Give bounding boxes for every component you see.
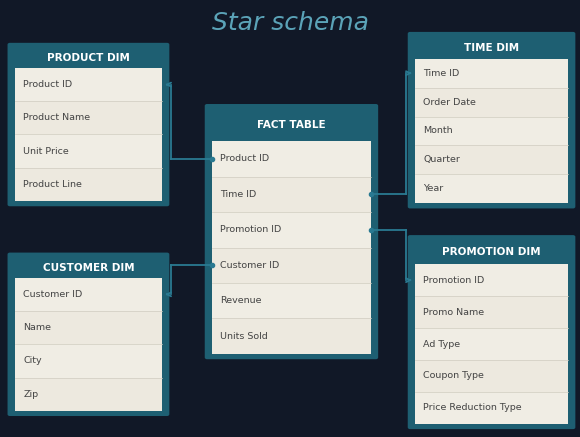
FancyBboxPatch shape [415, 174, 568, 203]
Text: Product ID: Product ID [220, 154, 270, 163]
Text: Year: Year [423, 184, 444, 193]
FancyBboxPatch shape [415, 117, 568, 146]
Text: CUSTOMER DIM: CUSTOMER DIM [43, 263, 134, 273]
FancyBboxPatch shape [212, 109, 371, 141]
FancyBboxPatch shape [415, 59, 568, 203]
Text: Product Name: Product Name [23, 113, 90, 122]
Text: Time ID: Time ID [220, 190, 256, 199]
Text: Name: Name [23, 323, 51, 332]
FancyBboxPatch shape [415, 360, 568, 392]
FancyBboxPatch shape [415, 37, 568, 59]
FancyBboxPatch shape [14, 278, 162, 311]
Text: Order Date: Order Date [423, 97, 476, 107]
Text: Customer ID: Customer ID [220, 261, 280, 270]
FancyBboxPatch shape [14, 135, 162, 168]
FancyBboxPatch shape [14, 378, 162, 411]
FancyBboxPatch shape [212, 283, 371, 319]
FancyBboxPatch shape [212, 177, 371, 212]
Text: Product ID: Product ID [23, 80, 72, 89]
Text: FACT TABLE: FACT TABLE [257, 120, 326, 130]
Text: Revenue: Revenue [220, 296, 262, 305]
Text: City: City [23, 357, 42, 365]
FancyBboxPatch shape [408, 32, 575, 208]
FancyBboxPatch shape [212, 212, 371, 247]
Text: Customer ID: Customer ID [23, 290, 82, 299]
FancyBboxPatch shape [212, 247, 371, 283]
FancyBboxPatch shape [8, 253, 169, 416]
FancyBboxPatch shape [408, 235, 575, 429]
Text: Coupon Type: Coupon Type [423, 371, 484, 381]
FancyBboxPatch shape [14, 311, 162, 344]
FancyBboxPatch shape [8, 43, 169, 206]
Text: Star schema: Star schema [212, 11, 368, 35]
Text: Zip: Zip [23, 390, 38, 399]
FancyBboxPatch shape [14, 68, 162, 101]
FancyBboxPatch shape [415, 264, 568, 424]
FancyBboxPatch shape [14, 278, 162, 411]
Text: TIME DIM: TIME DIM [464, 43, 519, 53]
FancyBboxPatch shape [415, 88, 568, 117]
FancyBboxPatch shape [415, 59, 568, 88]
FancyBboxPatch shape [14, 48, 162, 68]
Text: Promotion ID: Promotion ID [423, 276, 485, 284]
FancyBboxPatch shape [415, 328, 568, 360]
FancyBboxPatch shape [205, 104, 378, 359]
Text: Promotion ID: Promotion ID [220, 225, 282, 234]
FancyBboxPatch shape [14, 68, 162, 201]
FancyBboxPatch shape [415, 296, 568, 328]
Text: Time ID: Time ID [423, 69, 459, 78]
Text: Units Sold: Units Sold [220, 332, 268, 341]
FancyBboxPatch shape [415, 392, 568, 424]
Text: Promo Name: Promo Name [423, 308, 484, 317]
FancyBboxPatch shape [415, 146, 568, 174]
FancyBboxPatch shape [14, 101, 162, 135]
Text: Unit Price: Unit Price [23, 147, 69, 156]
Text: Product Line: Product Line [23, 180, 82, 189]
FancyBboxPatch shape [212, 141, 371, 177]
Text: Month: Month [423, 126, 453, 135]
FancyBboxPatch shape [415, 240, 568, 264]
Text: PROMOTION DIM: PROMOTION DIM [442, 247, 541, 257]
FancyBboxPatch shape [212, 319, 371, 354]
Text: Price Reduction Type: Price Reduction Type [423, 403, 522, 413]
Text: Ad Type: Ad Type [423, 340, 461, 349]
FancyBboxPatch shape [14, 344, 162, 378]
FancyBboxPatch shape [212, 141, 371, 354]
Text: Quarter: Quarter [423, 156, 461, 164]
FancyBboxPatch shape [14, 258, 162, 278]
FancyBboxPatch shape [415, 264, 568, 296]
Text: PRODUCT DIM: PRODUCT DIM [47, 53, 130, 63]
FancyBboxPatch shape [14, 168, 162, 201]
